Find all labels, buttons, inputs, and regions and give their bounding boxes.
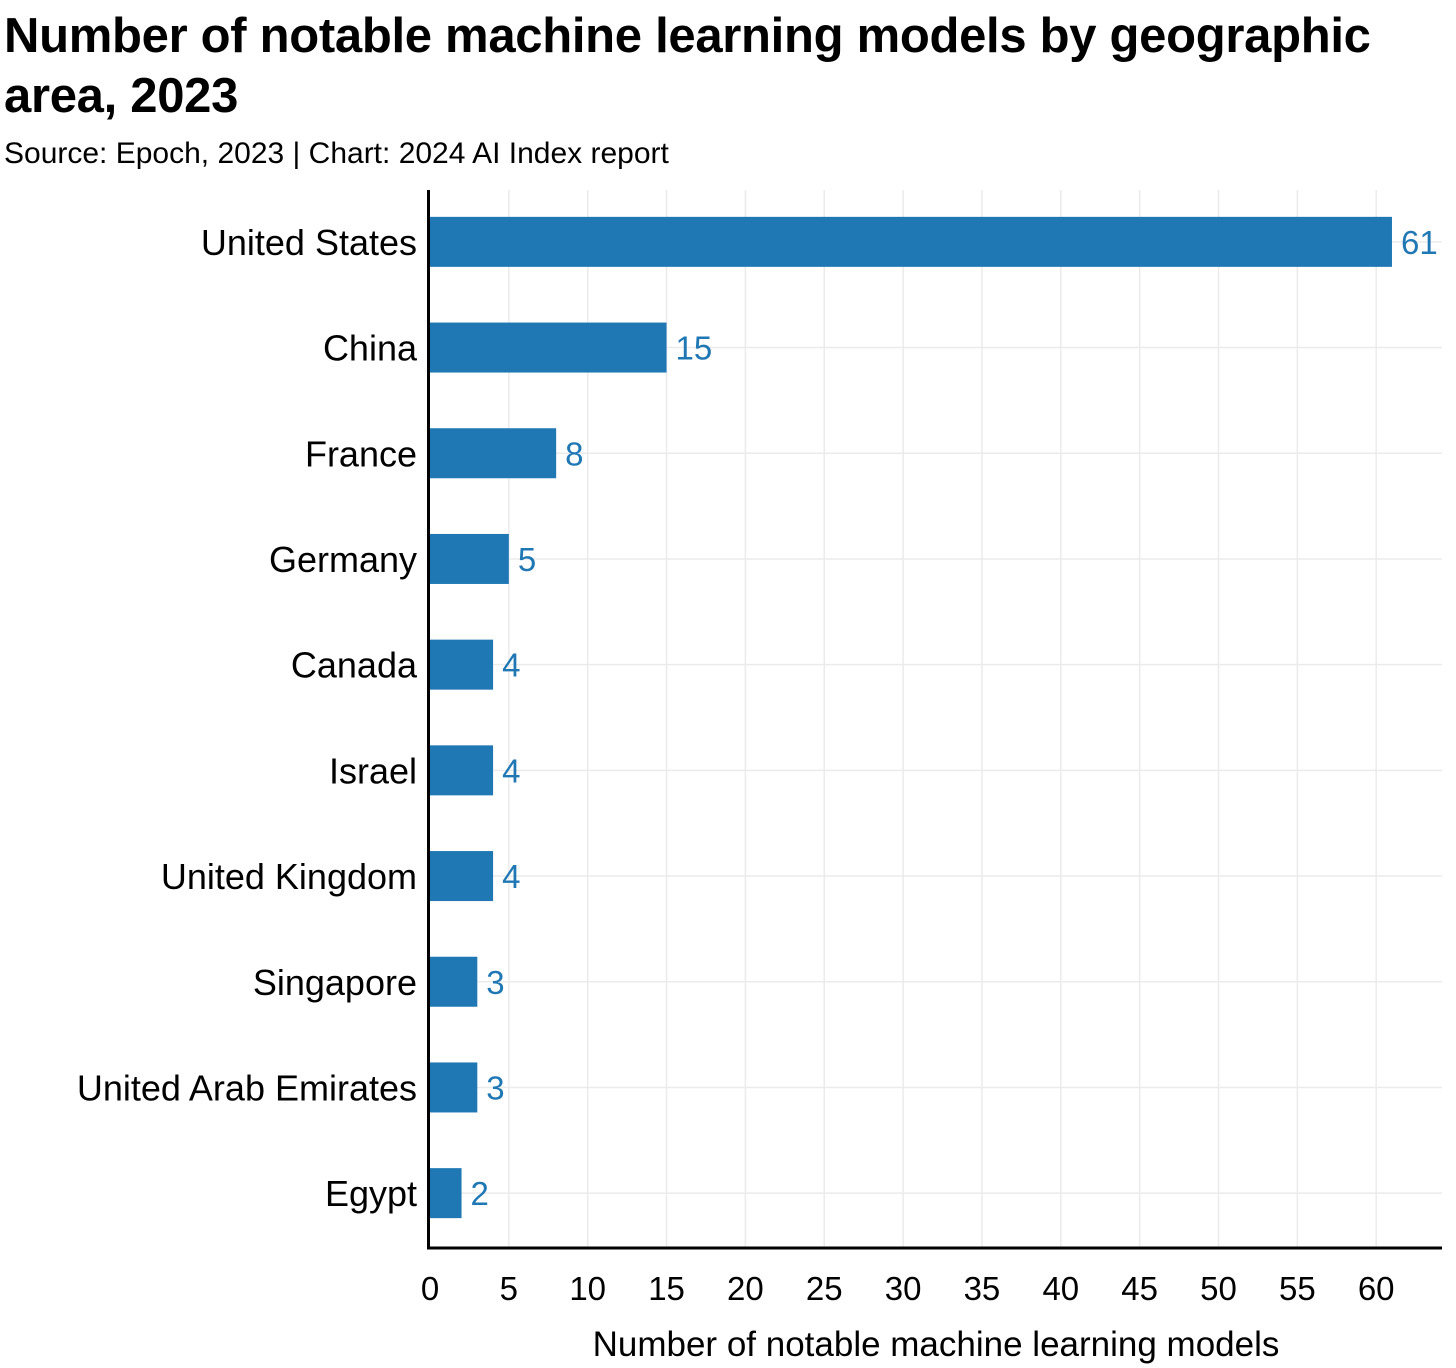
value-label: 3 [486, 964, 504, 1001]
category-label: Singapore [253, 962, 417, 1003]
value-label: 4 [502, 647, 520, 684]
bar-canada [430, 639, 494, 690]
x-tick-label: 50 [1200, 1270, 1237, 1307]
bar-united-arab-emirates [430, 1062, 478, 1113]
value-label: 5 [518, 541, 536, 578]
value-label: 2 [471, 1175, 489, 1212]
chart-title: Number of notable machine learning model… [4, 9, 1371, 123]
value-labels: 61 15 8 5 4 4 4 3 3 2 [471, 224, 1438, 1212]
x-tick-label: 0 [421, 1270, 439, 1307]
category-label: United Arab Emirates [77, 1067, 417, 1108]
category-labels: United States China France Germany Canada Isr… [77, 222, 418, 1214]
x-tick-label: 40 [1042, 1270, 1079, 1307]
value-label: 4 [502, 752, 520, 789]
x-tick-label: 15 [648, 1270, 685, 1307]
x-tick-label: 25 [806, 1270, 843, 1307]
x-axis-label: Number of notable machine learning model… [593, 1325, 1280, 1364]
category-label: China [323, 328, 418, 369]
x-tick-labels: 0 5 10 15 20 25 30 35 40 45 50 55 60 [421, 1270, 1395, 1307]
bar-china [430, 322, 667, 373]
chart-subtitle: Source: Epoch, 2023 | Chart: 2024 AI Ind… [4, 137, 669, 170]
value-label: 8 [565, 435, 583, 472]
category-label: Germany [269, 539, 417, 580]
x-tick-label: 45 [1121, 1270, 1158, 1307]
x-tick-label: 35 [964, 1270, 1001, 1307]
bars [430, 216, 1392, 1219]
bar-germany [430, 533, 509, 584]
x-tick-label: 30 [885, 1270, 922, 1307]
category-label: United States [201, 222, 417, 263]
category-label: Israel [329, 750, 417, 791]
axes [427, 190, 1442, 1250]
x-tick-label: 60 [1358, 1270, 1395, 1307]
x-tick-label: 55 [1279, 1270, 1316, 1307]
bar-united-states [430, 216, 1392, 267]
bar-singapore [430, 956, 478, 1007]
category-label: Egypt [325, 1173, 417, 1214]
category-label: Canada [291, 645, 418, 686]
value-label: 61 [1401, 224, 1438, 261]
category-label: France [305, 433, 417, 474]
x-tick-label: 5 [500, 1270, 518, 1307]
bar-egypt [430, 1168, 462, 1219]
x-tick-label: 20 [727, 1270, 764, 1307]
value-label: 3 [486, 1069, 504, 1106]
bar-france [430, 428, 557, 479]
value-label: 15 [676, 330, 713, 367]
bar-israel [430, 745, 494, 796]
category-label: United Kingdom [161, 856, 417, 897]
x-tick-label: 10 [569, 1270, 606, 1307]
value-label: 4 [502, 858, 520, 895]
bar-united-kingdom [430, 851, 494, 902]
